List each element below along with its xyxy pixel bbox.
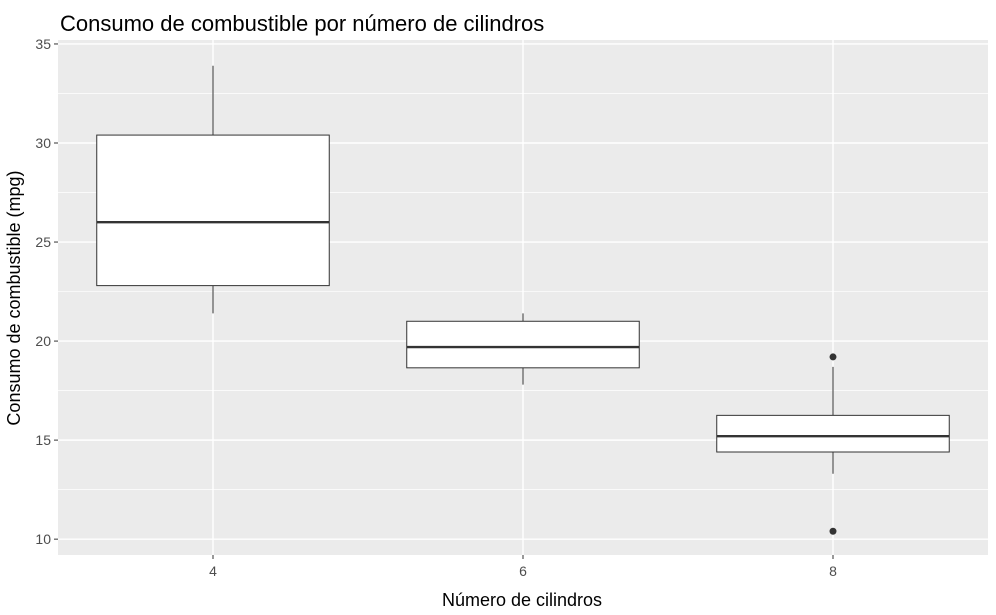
y-tick-label: 10 <box>35 531 51 547</box>
box-cyl-8 <box>716 353 950 535</box>
boxes-layer <box>96 65 950 535</box>
box-iqr <box>716 414 950 453</box>
x-tick-label: 8 <box>829 563 837 579</box>
x-tick-label: 4 <box>209 563 217 579</box>
box-iqr <box>96 134 330 287</box>
y-tick-label: 25 <box>35 234 51 250</box>
y-axis-title: Consumo de combustible (mpg) <box>4 170 24 425</box>
box-cyl-6 <box>406 313 640 385</box>
y-axis: 10 15 20 25 30 35 <box>35 36 58 547</box>
y-tick-label: 15 <box>35 432 51 448</box>
box-cyl-4 <box>96 65 330 314</box>
y-tick-label: 35 <box>35 36 51 52</box>
x-axis: 4 6 8 <box>209 555 837 579</box>
y-tick-label: 30 <box>35 135 51 151</box>
chart-title: Consumo de combustible por número de cil… <box>60 11 544 36</box>
outlier-point <box>829 353 837 361</box>
x-tick-label: 6 <box>519 563 527 579</box>
y-tick-label: 20 <box>35 333 51 349</box>
outlier-point <box>829 527 837 535</box>
box-iqr <box>406 320 640 369</box>
x-axis-title: Número de cilindros <box>442 590 602 610</box>
